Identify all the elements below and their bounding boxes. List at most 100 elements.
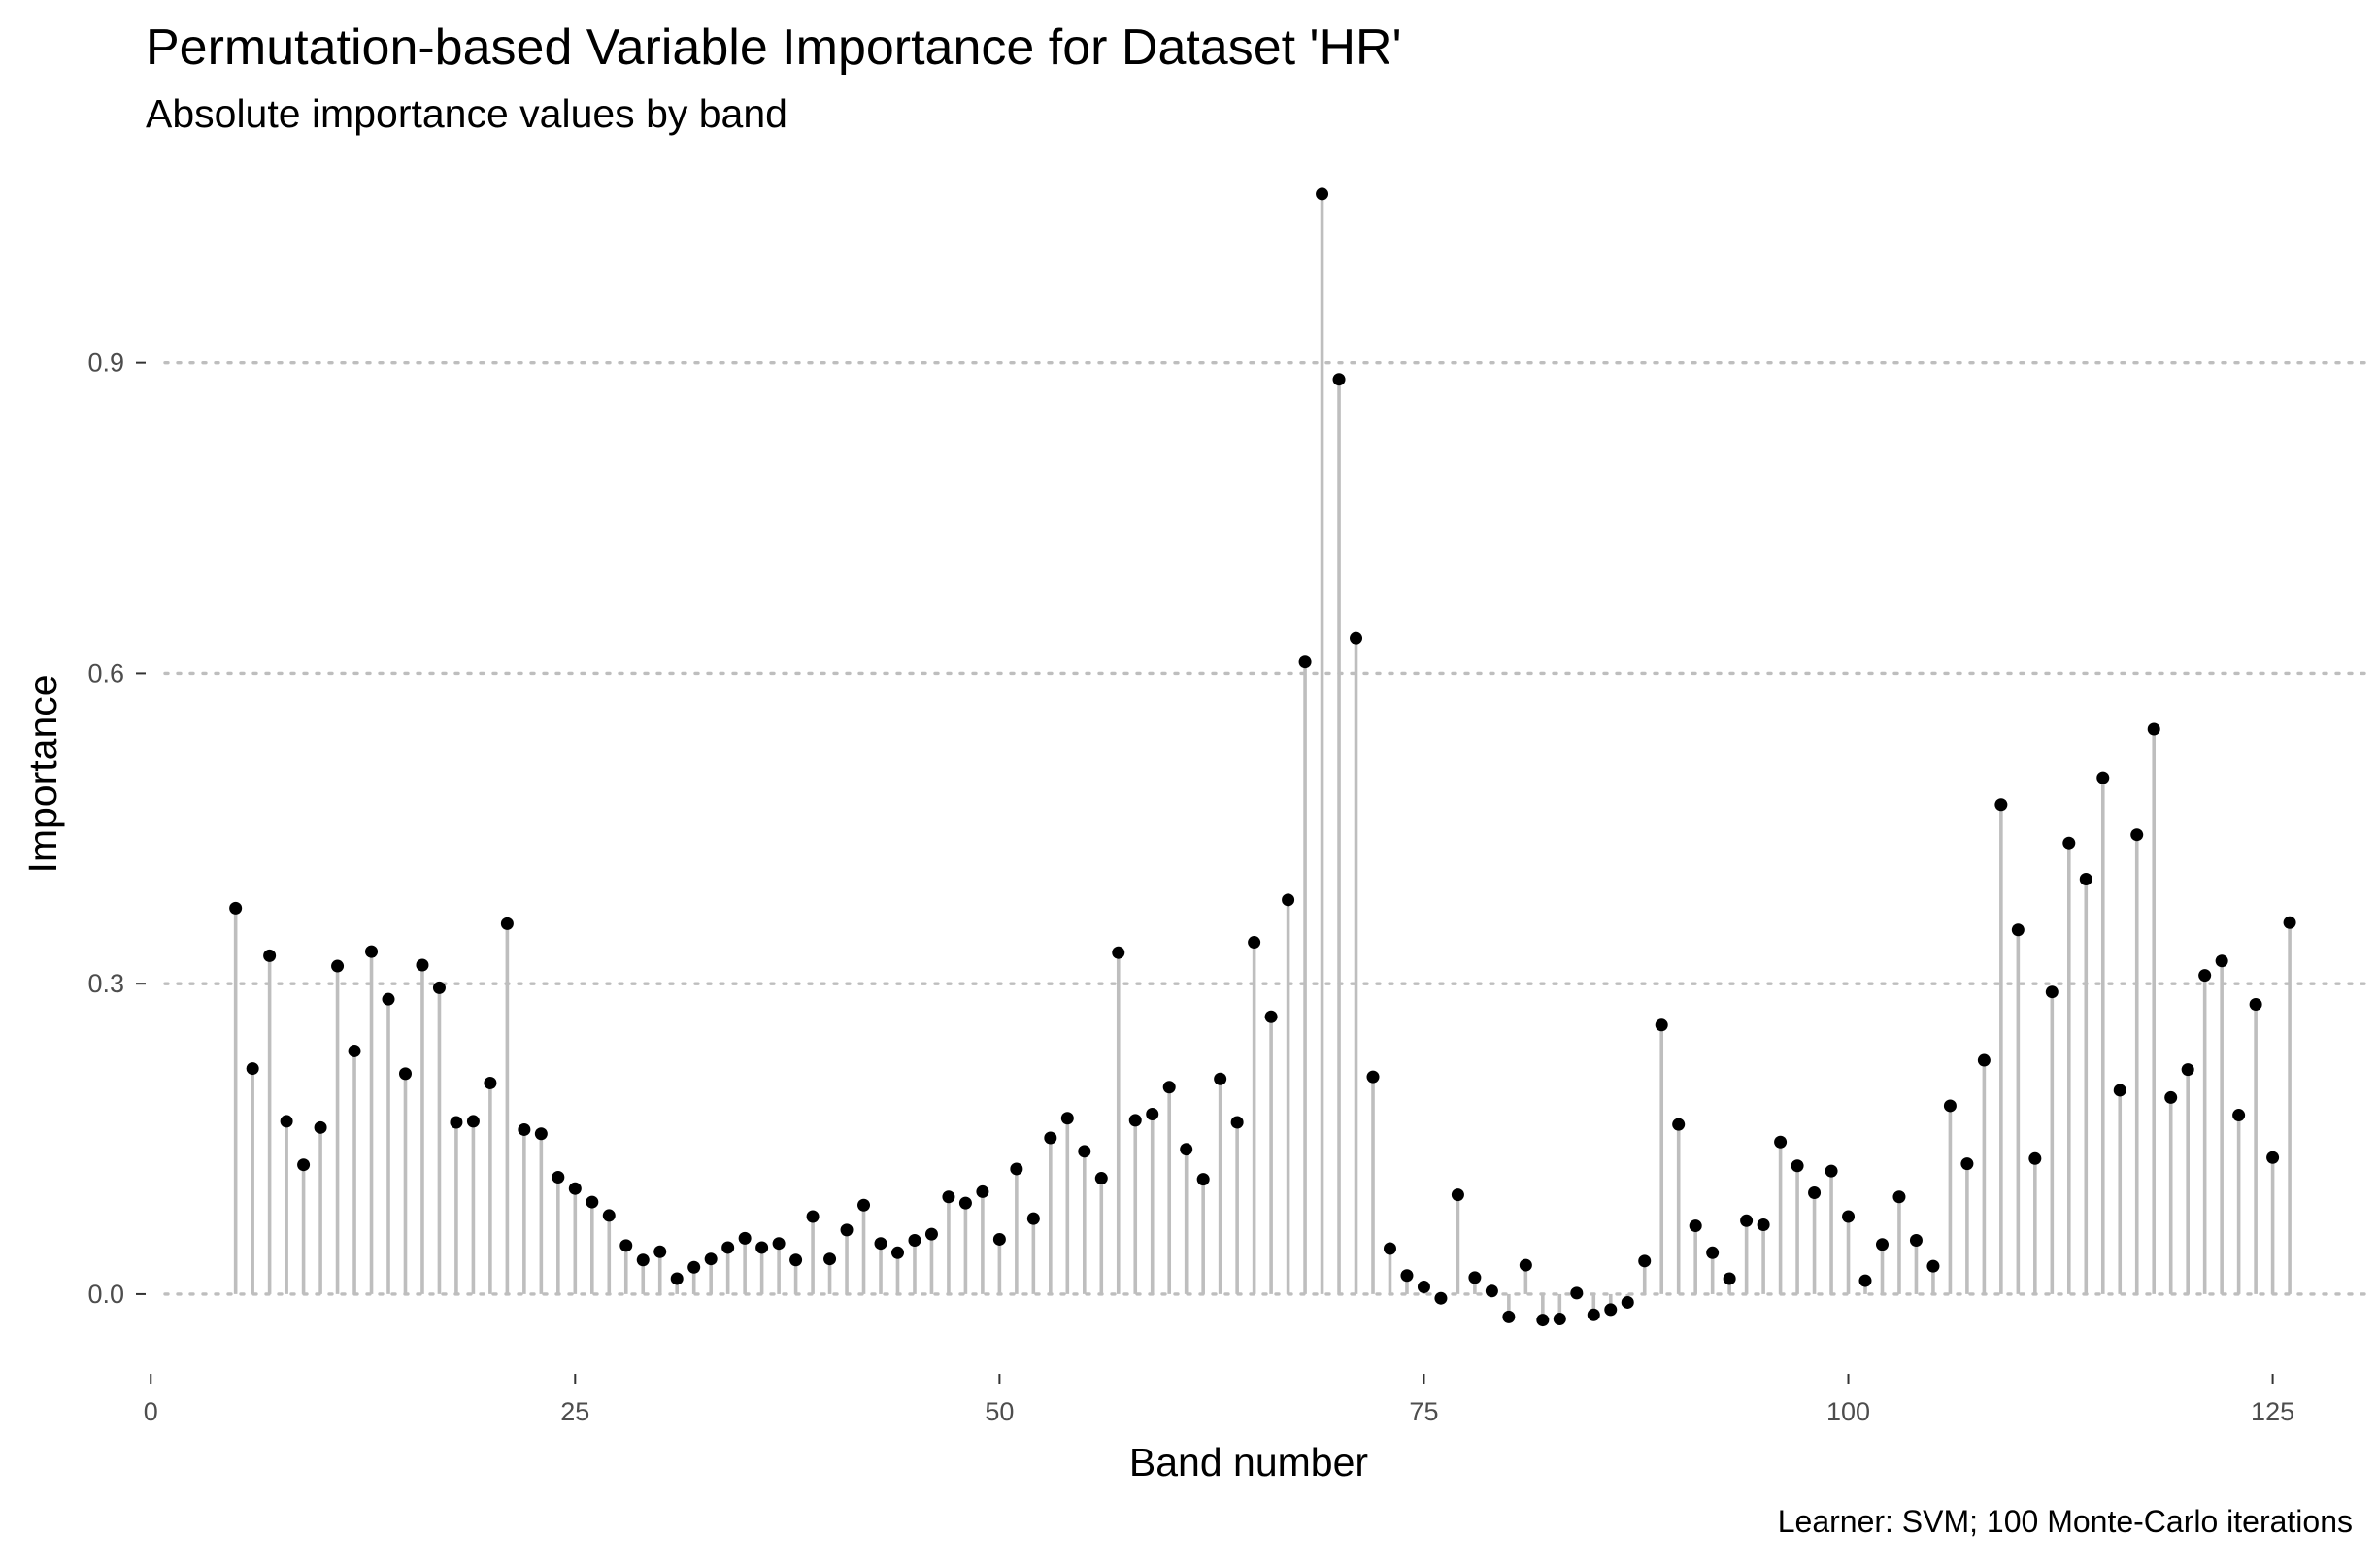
data-point	[1875, 1238, 1889, 1251]
data-point	[942, 1190, 955, 1204]
data-point	[1332, 373, 1346, 386]
x-tick-label: 25	[560, 1397, 589, 1426]
x-tick-label: 75	[1409, 1397, 1438, 1426]
data-point	[2147, 722, 2160, 736]
data-point	[738, 1231, 752, 1245]
data-point	[1858, 1274, 1872, 1287]
data-point	[297, 1158, 311, 1172]
data-point	[1604, 1303, 1618, 1317]
data-point	[1672, 1118, 1686, 1131]
data-point	[1960, 1157, 1974, 1171]
data-point	[1094, 1172, 1108, 1185]
data-point	[500, 917, 514, 930]
data-point	[2249, 997, 2262, 1011]
data-point	[552, 1170, 565, 1184]
data-point	[636, 1253, 650, 1267]
data-point	[2181, 1063, 2194, 1077]
data-point	[602, 1209, 616, 1222]
data-point	[2096, 771, 2110, 784]
grid-lines	[163, 360, 2366, 1296]
data-point	[1180, 1143, 1193, 1156]
data-point	[1264, 1010, 1278, 1023]
data-point	[416, 958, 429, 972]
data-point	[924, 1227, 938, 1241]
data-point	[1316, 187, 1329, 201]
data-point	[534, 1127, 548, 1141]
data-point	[1298, 655, 1312, 669]
data-point	[1519, 1258, 1532, 1272]
data-point	[1417, 1280, 1430, 1293]
stems	[233, 193, 2292, 1320]
x-axis-title: Band number	[1129, 1440, 1368, 1485]
data-point	[840, 1223, 854, 1237]
data-point	[365, 945, 379, 958]
data-point	[586, 1195, 599, 1209]
data-point	[2028, 1151, 2042, 1165]
data-point	[1892, 1190, 1906, 1204]
data-point	[382, 992, 395, 1006]
data-point	[1808, 1185, 1822, 1199]
data-point	[1010, 1162, 1023, 1176]
data-point	[348, 1044, 361, 1057]
data-point	[568, 1182, 582, 1195]
data-point	[1162, 1081, 1176, 1094]
data-point	[1638, 1254, 1652, 1268]
data-point	[704, 1252, 718, 1266]
data-point	[1553, 1313, 1566, 1326]
data-point	[1026, 1212, 1040, 1225]
chart-caption: Learner: SVM; 100 Monte-Carlo iterations	[1777, 1504, 2353, 1539]
data-point	[992, 1232, 1006, 1246]
y-tick-label: 0.0	[87, 1280, 124, 1309]
data-point	[263, 949, 277, 962]
data-point	[432, 981, 446, 994]
y-axis-ticks: 0.0 0.3 0.6 0.9	[87, 349, 146, 1309]
data-point	[1943, 1099, 1957, 1113]
data-point	[2198, 969, 2212, 983]
data-point	[2266, 1151, 2280, 1164]
data-point	[2130, 828, 2144, 842]
data-point	[2062, 836, 2076, 850]
data-point	[450, 1116, 463, 1129]
data-point	[2283, 916, 2296, 929]
data-point	[1468, 1271, 1482, 1284]
data-point	[1128, 1114, 1142, 1127]
data-point	[280, 1115, 293, 1128]
data-point	[1400, 1269, 1414, 1283]
data-point	[806, 1210, 820, 1223]
data-point	[789, 1253, 803, 1267]
data-point	[2011, 923, 2025, 937]
x-axis-ticks: 0 25 50 75 100 125	[144, 1374, 2294, 1426]
data-point	[1060, 1112, 1074, 1125]
data-point	[1366, 1070, 1380, 1084]
data-point	[772, 1237, 786, 1251]
data-point	[1146, 1107, 1159, 1120]
data-point	[1740, 1214, 1754, 1227]
points	[229, 187, 2296, 1327]
data-point	[1977, 1053, 1991, 1067]
x-tick-label: 100	[1826, 1397, 1870, 1426]
data-point	[1383, 1242, 1396, 1255]
data-point	[1196, 1173, 1210, 1186]
data-point	[1825, 1164, 1838, 1178]
data-point	[2215, 954, 2228, 968]
x-tick-label: 50	[985, 1397, 1014, 1426]
y-tick-label: 0.6	[87, 658, 124, 687]
y-tick-label: 0.3	[87, 969, 124, 998]
data-point	[721, 1241, 735, 1254]
data-point	[246, 1062, 259, 1076]
data-point	[1791, 1159, 1804, 1173]
data-point	[823, 1252, 837, 1266]
data-point	[1451, 1188, 1464, 1202]
data-point	[890, 1246, 904, 1259]
data-point	[874, 1237, 887, 1251]
data-point	[1485, 1284, 1498, 1298]
data-point	[1706, 1246, 1720, 1259]
data-point	[1570, 1286, 1584, 1300]
data-point	[2164, 1090, 2178, 1104]
chart-title: Permutation-based Variable Importance fo…	[146, 19, 1402, 76]
data-point	[653, 1245, 667, 1258]
data-point	[1723, 1272, 1736, 1285]
data-point	[2079, 873, 2092, 886]
y-tick-label: 0.9	[87, 349, 124, 378]
